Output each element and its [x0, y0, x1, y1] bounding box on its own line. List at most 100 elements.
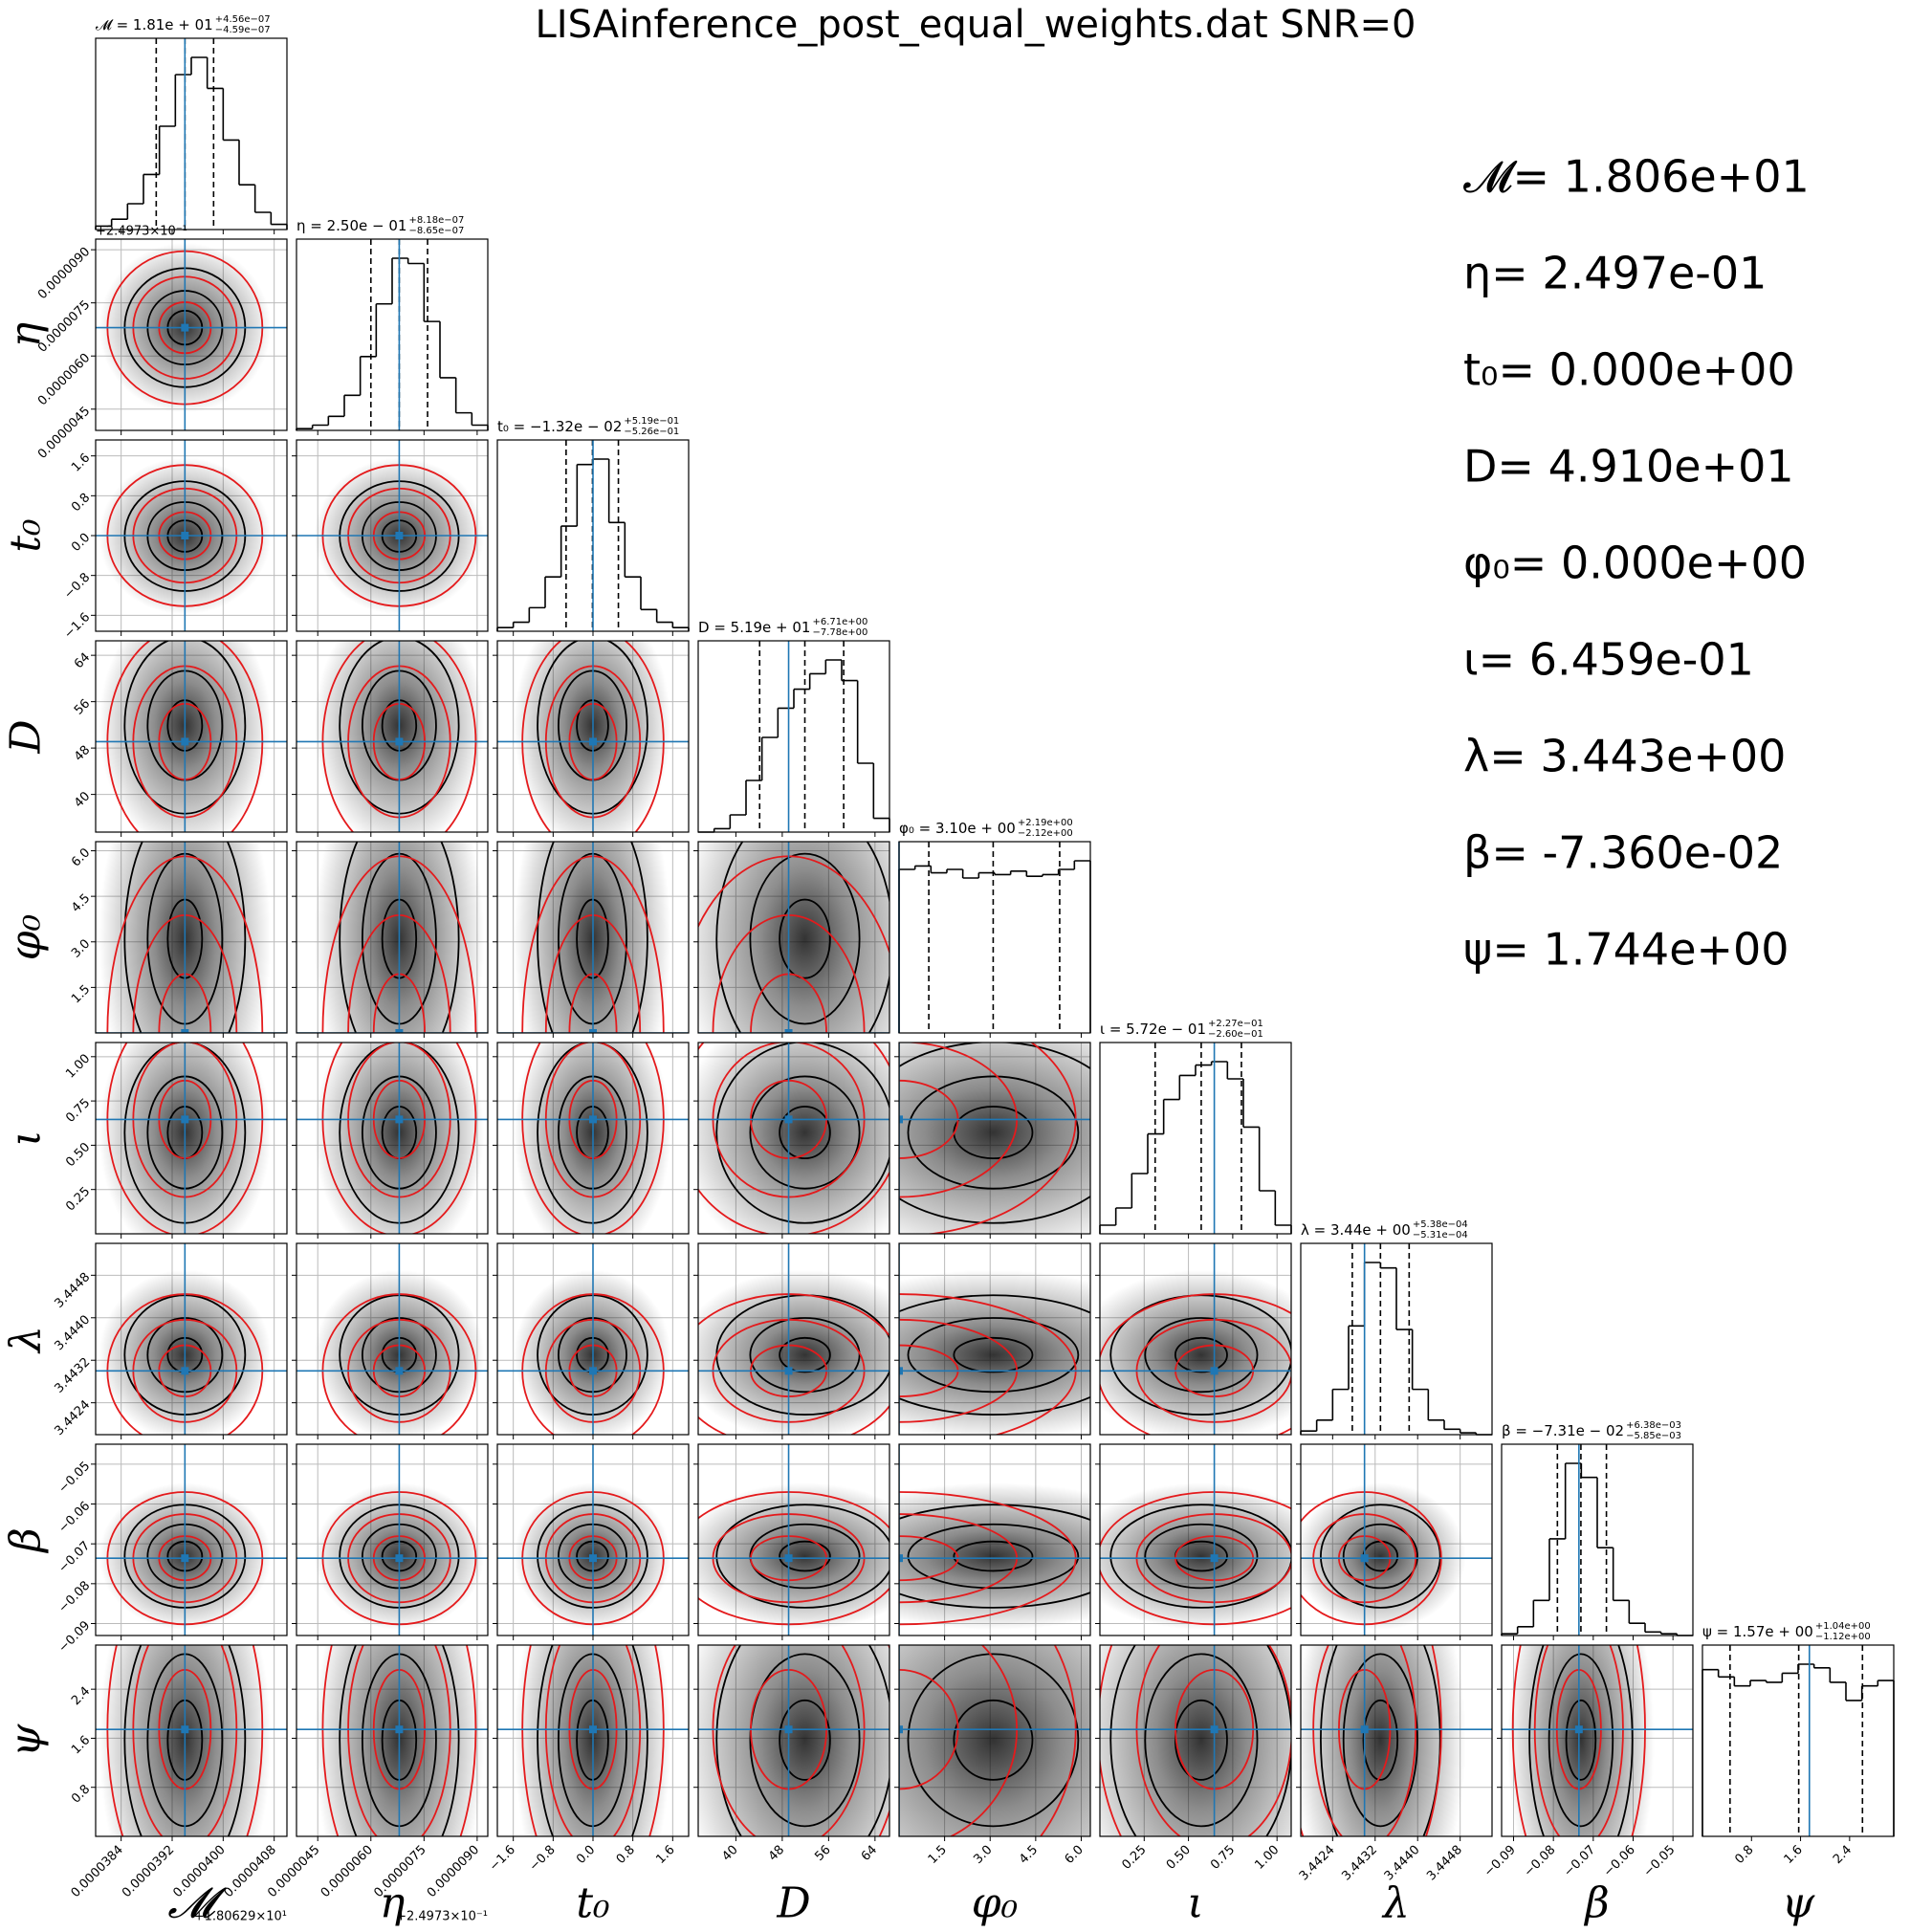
- truth-point: [784, 1367, 793, 1375]
- panel-title-main: 𝓜 = 1.81e + 01: [96, 16, 213, 33]
- contour: [1144, 1653, 1259, 1828]
- truth-point: [1210, 1725, 1218, 1734]
- density: [698, 1482, 889, 1630]
- panel-frame: [95, 37, 288, 231]
- truth-text: 𝓜= 1.806e+01: [1463, 151, 1810, 203]
- panel-title: ψ = 1.57e + 00: [1702, 1623, 1813, 1640]
- density-panel: [1100, 1444, 1291, 1636]
- density-panel: [96, 440, 287, 631]
- contour: [1548, 1653, 1614, 1828]
- contour: [715, 1043, 889, 1224]
- contour: [537, 1645, 648, 1836]
- panel-frame: [95, 1644, 288, 1837]
- panel-frame: [1300, 1443, 1493, 1636]
- y-tick-label: −0.05: [56, 1460, 94, 1497]
- y-tick-label: 0.8: [69, 491, 93, 515]
- x-axis-label: φ₀: [972, 1879, 1019, 1928]
- density-panel: [296, 641, 488, 832]
- contour: [1144, 1523, 1259, 1590]
- density-panel: [296, 1243, 488, 1435]
- density-panel: [698, 1243, 889, 1435]
- contour: [899, 1294, 1090, 1416]
- truth-point: [181, 323, 189, 332]
- x-tick-label: 0.0000090: [425, 1843, 482, 1900]
- density-panel: [497, 1645, 689, 1836]
- truth-point: [181, 1029, 189, 1033]
- panel-frame: [898, 1042, 1091, 1235]
- y-axis-label: φ₀: [2, 913, 51, 960]
- density-panel: [96, 842, 287, 1033]
- y-tick-label: 64: [72, 650, 93, 671]
- contour: [1109, 1504, 1291, 1609]
- y-tick-label: 3.4424: [53, 1397, 94, 1438]
- truth-point: [181, 737, 189, 746]
- contour: [1320, 1504, 1441, 1609]
- density: [698, 1645, 889, 1836]
- x-tick-label: 2.4: [1831, 1843, 1855, 1867]
- panel-frame: [296, 1443, 489, 1636]
- contour: [749, 852, 861, 1025]
- x-tick-label: −1.6: [487, 1843, 518, 1875]
- panel-title-lower: −2.60e−01: [1208, 1029, 1263, 1040]
- y-tick-label: −1.6: [61, 610, 93, 642]
- y-axis-label: λ: [2, 1326, 51, 1354]
- density-panel: [497, 641, 689, 832]
- x-tick-label: 1.00: [1252, 1843, 1282, 1873]
- y-tick-label: −0.8: [61, 570, 93, 602]
- contour: [953, 1699, 1034, 1781]
- density: [1301, 1482, 1466, 1630]
- contour: [339, 842, 460, 1033]
- panel-frame: [496, 439, 690, 632]
- contour: [715, 1645, 889, 1836]
- panel-frame: [697, 1443, 890, 1636]
- y-tick-label: 0.8: [69, 1782, 93, 1806]
- truth-text: β= -7.360e-02: [1463, 827, 1783, 879]
- x-tick-label: −0.06: [1601, 1843, 1638, 1880]
- density-panel: [698, 1043, 889, 1234]
- x-tick-label: −0.05: [1641, 1843, 1679, 1880]
- contour: [907, 1317, 1080, 1394]
- panel-background: [899, 842, 1090, 1033]
- x-tick-label: 0.75: [1208, 1843, 1238, 1873]
- contour: [1109, 1645, 1291, 1836]
- contour: [779, 1106, 831, 1160]
- panel-frame: [496, 1644, 690, 1837]
- panel-frame: [496, 1042, 690, 1235]
- contour: [339, 1645, 460, 1836]
- y-tick-label: 1.6: [69, 1733, 93, 1757]
- panel-title: β = −7.31e − 02: [1502, 1422, 1624, 1439]
- contour: [1144, 1317, 1259, 1394]
- truth-point: [899, 1115, 903, 1124]
- truth-point: [899, 1367, 903, 1375]
- contour: [749, 1317, 861, 1394]
- x-tick-label: 6.0: [1063, 1843, 1087, 1867]
- truth-point: [1210, 1367, 1218, 1375]
- x-tick-label: 1.5: [926, 1843, 950, 1867]
- x-axis-label: ι: [1187, 1879, 1203, 1928]
- truth-point: [395, 1029, 404, 1033]
- contour: [779, 898, 831, 979]
- x-tick-label: 3.4424: [1297, 1843, 1338, 1884]
- panel-title-lower: −5.85e−03: [1626, 1431, 1681, 1441]
- truth-point: [395, 1554, 404, 1563]
- y-tick-label: 3.4448: [53, 1270, 94, 1311]
- x-tick-label: 56: [812, 1843, 833, 1864]
- density-panel: [698, 1645, 889, 1836]
- y-tick-label: 3.4432: [53, 1355, 94, 1396]
- panel-frame: [95, 841, 288, 1034]
- x-axis-label: D: [776, 1879, 810, 1928]
- contour: [1362, 1699, 1399, 1781]
- panel-frame: [496, 1443, 690, 1636]
- y-tick-label: 56: [72, 696, 93, 717]
- panel-title-upper: +6.71e+00: [812, 617, 867, 627]
- x-offset: +2.4973×10⁻¹: [396, 1910, 488, 1924]
- contour: [1565, 1699, 1597, 1781]
- panel-title-upper: +1.04e+00: [1815, 1621, 1871, 1632]
- density: [899, 1043, 1090, 1234]
- x-tick-label: 0.0000384: [69, 1843, 126, 1900]
- contour: [907, 1075, 1080, 1190]
- truth-point: [899, 1725, 903, 1734]
- panel-frame: [1300, 1644, 1493, 1837]
- density-panel: [96, 1243, 287, 1435]
